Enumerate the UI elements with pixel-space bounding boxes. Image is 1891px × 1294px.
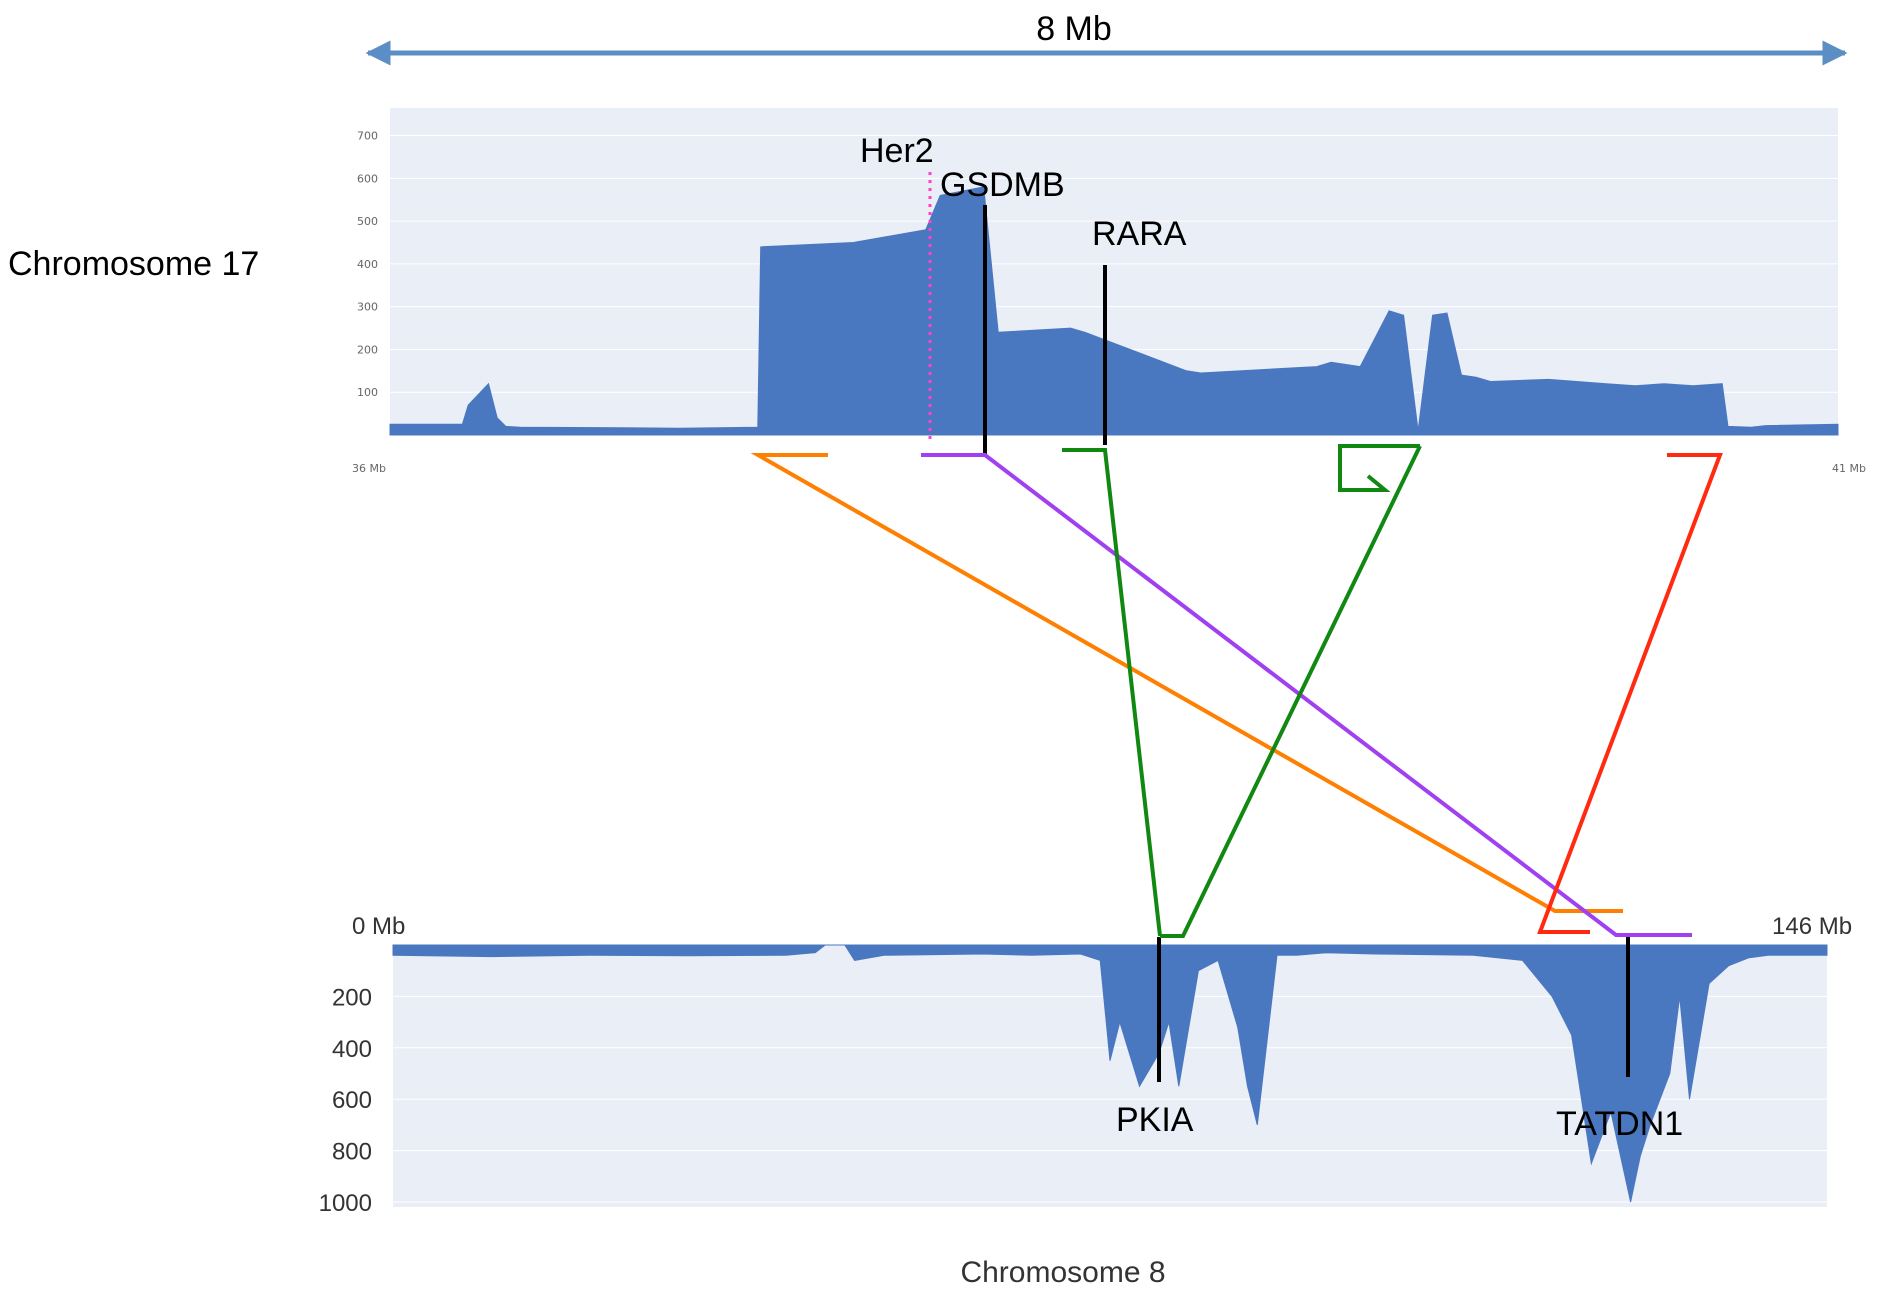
tatdn1-gene-label: TATDN1 — [1556, 1105, 1683, 1143]
y-tick-label: 400 — [357, 258, 378, 271]
chr17-coverage-area — [389, 186, 1839, 436]
green-junction-link-b — [1338, 444, 1420, 492]
rearrangement-links — [750, 444, 1723, 938]
chr17-name-label: Chromosome 17 — [8, 245, 259, 283]
chr8-x-min-label: 0 Mb — [352, 913, 405, 940]
y-tick-label: 400 — [332, 1036, 372, 1063]
y-tick-label: 200 — [357, 343, 378, 356]
chr8-y-ticks: 200 400 600 800 1000 — [319, 984, 372, 1217]
purple-junction-link — [921, 453, 1692, 937]
rara-gene-label: RARA — [1092, 215, 1187, 253]
y-tick-label: 1000 — [319, 1190, 372, 1217]
green-junction-link-c — [1160, 445, 1422, 938]
orange-junction-link — [750, 453, 1623, 913]
y-tick-label: 500 — [357, 215, 378, 228]
gene-markers: Her2 GSDMB RARA PKIA TATDN1 — [860, 132, 1683, 1143]
chr17-panel: 100 200 300 400 500 600 700 36 Mb 41 Mb Chromo… — [8, 108, 1866, 475]
chr8-x-max-label: 146 Mb — [1772, 913, 1852, 940]
red-junction-link — [1537, 453, 1723, 934]
chr8-panel: 200 400 600 800 1000 0 Mb 146 Mb Chromosome … — [319, 913, 1852, 1289]
y-tick-label: 800 — [332, 1139, 372, 1166]
y-tick-label: 700 — [357, 130, 378, 143]
scale-bar: 8 Mb — [365, 10, 1848, 66]
chr8-name-label: Chromosome 8 — [960, 1256, 1165, 1289]
y-tick-label: 600 — [332, 1087, 372, 1114]
her2-gene-label: Her2 — [860, 132, 934, 170]
y-tick-label: 200 — [332, 984, 372, 1011]
chr8-coverage-area — [392, 944, 1828, 1203]
y-tick-label: 600 — [357, 172, 378, 185]
green-junction-link-a — [1062, 448, 1162, 937]
y-tick-label: 100 — [357, 386, 378, 399]
chr17-y-ticks: 100 200 300 400 500 600 700 — [357, 130, 378, 400]
scale-bar-label: 8 Mb — [1036, 10, 1112, 48]
gsdmb-gene-label: GSDMB — [940, 166, 1065, 204]
y-tick-label: 300 — [357, 301, 378, 314]
chr17-x-min-label: 36 Mb — [352, 462, 386, 475]
chr17-x-max-label: 41 Mb — [1832, 462, 1866, 475]
pkia-gene-label: PKIA — [1116, 1101, 1194, 1139]
